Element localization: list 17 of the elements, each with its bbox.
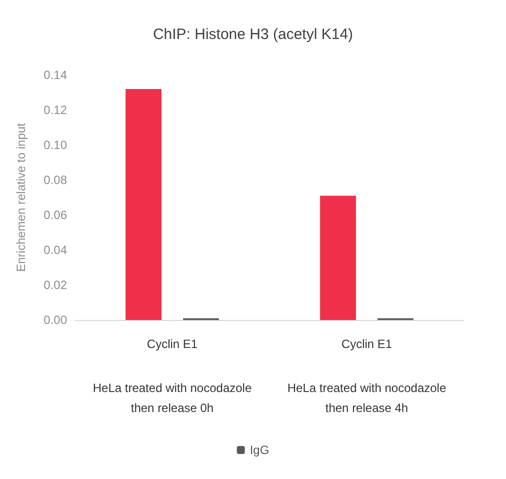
y-tick-label: 0.00 [44,313,68,327]
y-tick-label: 0.06 [44,208,68,222]
bar [320,196,356,320]
text: HeLa treated with nocodazole then release 0h [92,381,252,415]
legend-label: IgG [250,443,270,457]
x-tick-label: Cyclin E1 [146,337,198,351]
bar [126,89,162,320]
x-tick-label: Cyclin E1 [341,337,392,351]
y-tick-label: 0.08 [44,173,68,187]
y-tick-label: 0.02 [44,278,68,292]
y-tick-label: 0.10 [44,138,68,152]
text: HeLa treated with nocodazole then release 4h [287,381,446,415]
y-tick-label: 0.14 [44,68,68,82]
chart-title: ChIP: Histone H3 (acetyl K14) [152,26,354,43]
y-tick-label: 0.12 [44,103,68,117]
y-tick-label: 0.04 [44,243,68,257]
y-axis-title: Enrichemen relative to input [14,122,28,272]
